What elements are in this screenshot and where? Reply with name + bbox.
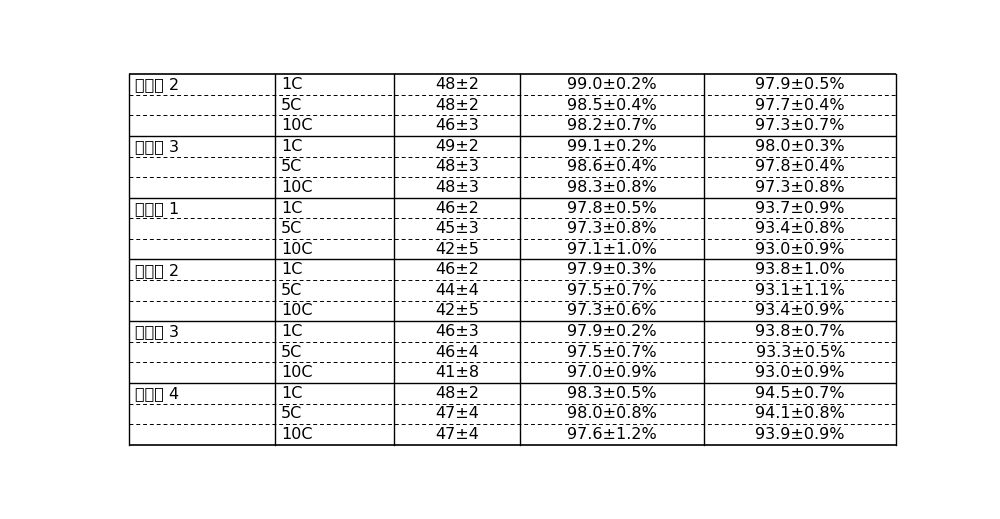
Text: 实施例 2: 实施例 2 bbox=[135, 77, 179, 92]
Text: 93.1±1.1%: 93.1±1.1% bbox=[755, 283, 845, 298]
Text: 98.3±0.8%: 98.3±0.8% bbox=[567, 180, 657, 195]
Text: 对比例 2: 对比例 2 bbox=[135, 263, 179, 278]
Text: 48±2: 48±2 bbox=[435, 98, 479, 113]
Text: 97.0±0.9%: 97.0±0.9% bbox=[567, 365, 657, 380]
Text: 10C: 10C bbox=[281, 180, 312, 195]
Text: 98.5±0.4%: 98.5±0.4% bbox=[567, 98, 657, 113]
Text: 42±5: 42±5 bbox=[435, 304, 479, 319]
Text: 1C: 1C bbox=[281, 324, 302, 339]
Text: 98.6±0.4%: 98.6±0.4% bbox=[567, 159, 657, 174]
Text: 46±2: 46±2 bbox=[435, 200, 479, 215]
Text: 1C: 1C bbox=[281, 200, 302, 215]
Text: 97.1±1.0%: 97.1±1.0% bbox=[567, 242, 657, 257]
Text: 49±2: 49±2 bbox=[435, 139, 479, 154]
Text: 97.3±0.6%: 97.3±0.6% bbox=[567, 304, 657, 319]
Text: 93.0±0.9%: 93.0±0.9% bbox=[755, 242, 845, 257]
Text: 97.8±0.4%: 97.8±0.4% bbox=[755, 159, 845, 174]
Text: 93.9±0.9%: 93.9±0.9% bbox=[755, 427, 845, 442]
Text: 41±8: 41±8 bbox=[435, 365, 479, 380]
Text: 97.9±0.2%: 97.9±0.2% bbox=[567, 324, 657, 339]
Text: 47±4: 47±4 bbox=[435, 406, 479, 421]
Text: 93.4±0.9%: 93.4±0.9% bbox=[755, 304, 845, 319]
Text: 48±3: 48±3 bbox=[435, 159, 479, 174]
Text: 97.5±0.7%: 97.5±0.7% bbox=[567, 283, 657, 298]
Text: 46±3: 46±3 bbox=[435, 118, 479, 133]
Text: 1C: 1C bbox=[281, 77, 302, 92]
Text: 1C: 1C bbox=[281, 139, 302, 154]
Text: 46±2: 46±2 bbox=[435, 262, 479, 277]
Text: 10C: 10C bbox=[281, 242, 312, 257]
Text: 94.1±0.8%: 94.1±0.8% bbox=[755, 406, 845, 421]
Text: 10C: 10C bbox=[281, 304, 312, 319]
Text: 98.2±0.7%: 98.2±0.7% bbox=[567, 118, 657, 133]
Text: 97.9±0.3%: 97.9±0.3% bbox=[567, 262, 657, 277]
Text: 93.8±0.7%: 93.8±0.7% bbox=[755, 324, 845, 339]
Text: 97.8±0.5%: 97.8±0.5% bbox=[567, 200, 657, 215]
Text: 99.0±0.2%: 99.0±0.2% bbox=[567, 77, 657, 92]
Text: 1C: 1C bbox=[281, 386, 302, 401]
Text: 93.3±0.5%: 93.3±0.5% bbox=[756, 345, 845, 360]
Text: 97.9±0.5%: 97.9±0.5% bbox=[755, 77, 845, 92]
Text: 93.0±0.9%: 93.0±0.9% bbox=[755, 365, 845, 380]
Text: 97.7±0.4%: 97.7±0.4% bbox=[755, 98, 845, 113]
Text: 98.0±0.8%: 98.0±0.8% bbox=[567, 406, 657, 421]
Text: 5C: 5C bbox=[281, 406, 302, 421]
Text: 99.1±0.2%: 99.1±0.2% bbox=[567, 139, 657, 154]
Text: 10C: 10C bbox=[281, 365, 312, 380]
Text: 5C: 5C bbox=[281, 283, 302, 298]
Text: 97.3±0.8%: 97.3±0.8% bbox=[567, 221, 657, 236]
Text: 5C: 5C bbox=[281, 221, 302, 236]
Text: 45±3: 45±3 bbox=[435, 221, 479, 236]
Text: 42±5: 42±5 bbox=[435, 242, 479, 257]
Text: 10C: 10C bbox=[281, 118, 312, 133]
Text: 97.6±1.2%: 97.6±1.2% bbox=[567, 427, 657, 442]
Text: 5C: 5C bbox=[281, 159, 302, 174]
Text: 5C: 5C bbox=[281, 345, 302, 360]
Text: 93.7±0.9%: 93.7±0.9% bbox=[755, 200, 845, 215]
Text: 对比例 1: 对比例 1 bbox=[135, 201, 179, 216]
Text: 97.3±0.7%: 97.3±0.7% bbox=[755, 118, 845, 133]
Text: 94.5±0.7%: 94.5±0.7% bbox=[755, 386, 845, 401]
Text: 46±3: 46±3 bbox=[435, 324, 479, 339]
Text: 47±4: 47±4 bbox=[435, 427, 479, 442]
Text: 48±3: 48±3 bbox=[435, 180, 479, 195]
Text: 48±2: 48±2 bbox=[435, 386, 479, 401]
Text: 48±2: 48±2 bbox=[435, 77, 479, 92]
Text: 98.0±0.3%: 98.0±0.3% bbox=[755, 139, 845, 154]
Text: 93.8±1.0%: 93.8±1.0% bbox=[755, 262, 845, 277]
Text: 46±4: 46±4 bbox=[435, 345, 479, 360]
Text: 44±4: 44±4 bbox=[435, 283, 479, 298]
Text: 97.5±0.7%: 97.5±0.7% bbox=[567, 345, 657, 360]
Text: 98.3±0.5%: 98.3±0.5% bbox=[567, 386, 657, 401]
Text: 97.3±0.8%: 97.3±0.8% bbox=[755, 180, 845, 195]
Text: 5C: 5C bbox=[281, 98, 302, 113]
Text: 10C: 10C bbox=[281, 427, 312, 442]
Text: 1C: 1C bbox=[281, 262, 302, 277]
Text: 对比例 4: 对比例 4 bbox=[135, 386, 179, 401]
Text: 93.4±0.8%: 93.4±0.8% bbox=[755, 221, 845, 236]
Text: 对比例 3: 对比例 3 bbox=[135, 324, 179, 339]
Text: 实施例 3: 实施例 3 bbox=[135, 139, 179, 154]
